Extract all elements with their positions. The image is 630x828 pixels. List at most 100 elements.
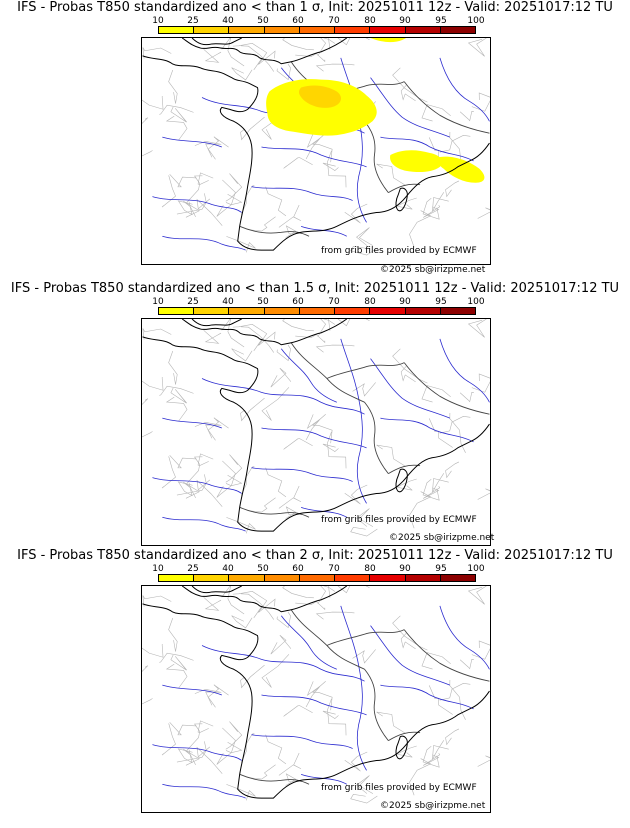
source-credit: from grib files provided by ECMWF bbox=[321, 783, 477, 793]
colorbar-tick-label: 50 bbox=[257, 16, 269, 26]
river-line bbox=[162, 417, 222, 429]
colorbar-segment bbox=[299, 575, 336, 581]
river-line bbox=[340, 338, 367, 504]
colorbar-tick-label: 70 bbox=[328, 16, 340, 26]
coastline-uk bbox=[191, 586, 242, 594]
colorbar-segment bbox=[194, 575, 230, 581]
country-border bbox=[239, 506, 310, 518]
river-line bbox=[162, 783, 246, 799]
colorbar-tick-label: 95 bbox=[435, 564, 447, 574]
colorbar-segment bbox=[194, 308, 230, 314]
river-line bbox=[261, 146, 367, 168]
colorbar-segment bbox=[159, 308, 195, 314]
colorbar-segment bbox=[264, 308, 300, 314]
river-line bbox=[162, 516, 246, 532]
river-line bbox=[261, 694, 367, 716]
colorbar-segment bbox=[299, 27, 336, 33]
river-line bbox=[380, 417, 474, 443]
colorbar-tick-label: 80 bbox=[364, 564, 376, 574]
river-line bbox=[300, 773, 347, 785]
forecast-panel-1: IFS - Probas T850 standardized ano < tha… bbox=[0, 0, 630, 275]
country-border bbox=[239, 773, 310, 785]
colorbar-tick-label: 70 bbox=[328, 564, 340, 574]
colorbar-segment bbox=[229, 308, 265, 314]
colorbar-segment bbox=[440, 27, 475, 33]
river-line bbox=[370, 625, 450, 686]
probability-area bbox=[390, 150, 443, 173]
corsica-island bbox=[395, 468, 408, 493]
colorbar-segment bbox=[159, 575, 195, 581]
colorbar-tick-label: 40 bbox=[222, 564, 234, 574]
river-line bbox=[380, 136, 474, 162]
river-line bbox=[280, 348, 337, 403]
panel-title: IFS - Probas T850 standardized ano < tha… bbox=[17, 0, 613, 15]
colorbar-tick-label: 80 bbox=[364, 16, 376, 26]
colorbar-tick-label: 90 bbox=[399, 16, 411, 26]
colorbar-segment bbox=[405, 308, 441, 314]
colorbar-tick-label: 60 bbox=[292, 16, 304, 26]
map-canvas bbox=[142, 38, 490, 256]
river-line bbox=[300, 225, 347, 237]
colorbar-segment bbox=[370, 575, 406, 581]
panel-title: IFS - Probas T850 standardized ano < tha… bbox=[17, 548, 613, 563]
colorbar-segment bbox=[335, 575, 371, 581]
colorbar-tick-label: 100 bbox=[467, 564, 485, 574]
copyright-credit: ©2025 sb@irizpme.net bbox=[380, 265, 486, 275]
colorbar-segment bbox=[335, 27, 371, 33]
colorbar-segment bbox=[440, 308, 475, 314]
probability-area bbox=[298, 85, 342, 108]
colorbar-tick-label: 60 bbox=[292, 297, 304, 307]
probability-colorbar bbox=[158, 26, 476, 34]
coastline-north bbox=[181, 38, 348, 65]
probability-area bbox=[370, 38, 407, 43]
river-line bbox=[152, 477, 242, 494]
river-line bbox=[280, 615, 337, 670]
colorbar-segment bbox=[370, 27, 406, 33]
colorbar-ticks: 10 25 40 50 60 70 80 90 95 100 bbox=[152, 297, 484, 307]
colorbar-ticks: 10 25 40 50 60 70 80 90 95 100 bbox=[152, 564, 485, 574]
river-line bbox=[251, 467, 353, 482]
river-line bbox=[251, 734, 353, 749]
river-line bbox=[152, 744, 242, 761]
coastline bbox=[142, 55, 490, 251]
colorbar-tick-label: 25 bbox=[187, 297, 199, 307]
colorbar-tick-label: 50 bbox=[257, 564, 269, 574]
river-line bbox=[370, 77, 450, 138]
colorbar-segment bbox=[405, 575, 441, 581]
copyright-credit: ©2025 sb@irizpme.net bbox=[380, 801, 486, 811]
coastline-uk bbox=[191, 319, 242, 327]
colorbar-tick-label: 40 bbox=[222, 16, 234, 26]
river-line bbox=[152, 196, 242, 213]
river-line bbox=[380, 684, 474, 710]
colorbar-segment bbox=[370, 308, 406, 314]
coastline-north bbox=[181, 586, 348, 613]
panel-title: IFS - Probas T850 standardized ano < tha… bbox=[10, 281, 620, 296]
colorbar-segment bbox=[440, 575, 475, 581]
forecast-panel-2: IFS - Probas T850 standardized ano < tha… bbox=[0, 281, 630, 551]
river-line bbox=[162, 235, 246, 251]
colorbar-tick-label: 10 bbox=[152, 564, 164, 574]
coastline bbox=[142, 336, 490, 532]
river-line bbox=[201, 645, 365, 682]
colorbar-ticks: 10 25 40 50 60 70 80 90 95 100 bbox=[152, 16, 485, 26]
colorbar-tick-label: 100 bbox=[467, 16, 485, 26]
probability-colorbar bbox=[158, 574, 476, 582]
colorbar-segment bbox=[299, 308, 336, 314]
colorbar-segment bbox=[229, 27, 265, 33]
colorbar-tick-label: 90 bbox=[399, 564, 411, 574]
france-map bbox=[141, 585, 491, 813]
corsica-island bbox=[395, 735, 408, 760]
colorbar-segment bbox=[335, 308, 371, 314]
france-map bbox=[141, 37, 491, 265]
probability-colorbar bbox=[158, 307, 476, 315]
colorbar-tick-label: 95 bbox=[435, 16, 447, 26]
probability-area bbox=[437, 156, 485, 183]
colorbar-tick-label: 80 bbox=[364, 297, 376, 307]
river-line bbox=[162, 136, 222, 148]
colorbar-segment bbox=[194, 27, 230, 33]
colorbar-segment bbox=[264, 27, 300, 33]
country-border bbox=[403, 81, 490, 134]
river-line bbox=[340, 605, 367, 771]
colorbar-tick-label: 95 bbox=[435, 297, 447, 307]
river-line bbox=[261, 427, 367, 449]
